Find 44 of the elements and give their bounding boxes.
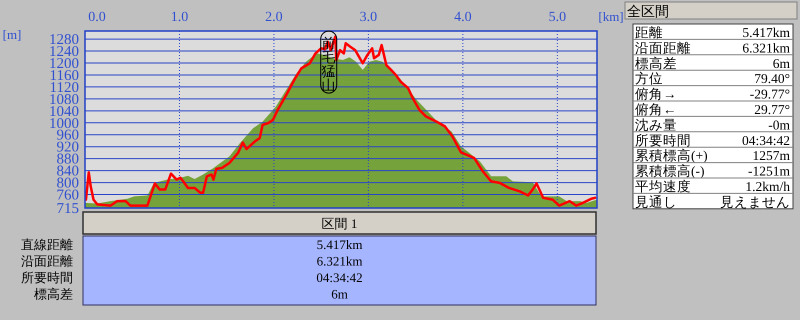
x-tick-label: 4.0 <box>454 10 472 25</box>
text: 所要時間 <box>635 132 691 148</box>
text: 俯角← <box>635 102 676 117</box>
y-tick-label: 715 <box>56 201 79 217</box>
text: 04:34:42 <box>316 270 363 285</box>
text: 1257m <box>752 148 790 164</box>
text: 沿面距離 <box>21 254 73 268</box>
text: 1.2km/h <box>745 179 790 194</box>
text: 方位 <box>635 71 663 86</box>
text: 沈み量 <box>635 117 677 132</box>
x-tick-label: 1.0 <box>170 10 188 25</box>
x-tick-label: 0.0 <box>88 10 106 25</box>
text: 6.321km <box>742 40 790 56</box>
text: 6m <box>331 286 348 302</box>
text: 見えません <box>720 194 790 210</box>
text: 沿面距離 <box>635 40 691 56</box>
text: -1251m <box>748 164 790 179</box>
text: 平均速度 <box>635 179 691 194</box>
text: 全区間 <box>627 4 669 20</box>
text: 6.321km <box>316 254 362 268</box>
x-tick-label: 3.0 <box>360 10 378 25</box>
text: 6m <box>772 56 790 71</box>
text: 標高差 <box>635 56 677 71</box>
text: 04:34:42 <box>742 132 790 148</box>
text: 79.40° <box>754 71 790 86</box>
x-tick-label: 2.0 <box>265 10 283 25</box>
text: 距離 <box>635 25 663 40</box>
text: 見通し <box>635 194 677 210</box>
text: 区間 1 <box>322 216 358 231</box>
y-tick-label: 760 <box>56 188 79 204</box>
text: 俯角→ <box>635 86 676 102</box>
text: 標高差 <box>34 286 73 302</box>
text: 所要時間 <box>21 270 73 285</box>
text: 5.417km <box>742 25 790 40</box>
text: 累積標高(-) <box>635 164 704 179</box>
text: -0m <box>768 117 790 132</box>
y-axis-title: [m] <box>2 27 22 42</box>
text: 5.417km <box>316 237 362 252</box>
text: 直線距離 <box>21 237 73 252</box>
x-axis-title: [km] <box>598 9 624 24</box>
text: 累積標高(+) <box>635 148 708 164</box>
text: -29.77° <box>750 86 790 102</box>
text: 29.77° <box>754 102 790 117</box>
x-tick-label: 5.0 <box>548 10 566 25</box>
